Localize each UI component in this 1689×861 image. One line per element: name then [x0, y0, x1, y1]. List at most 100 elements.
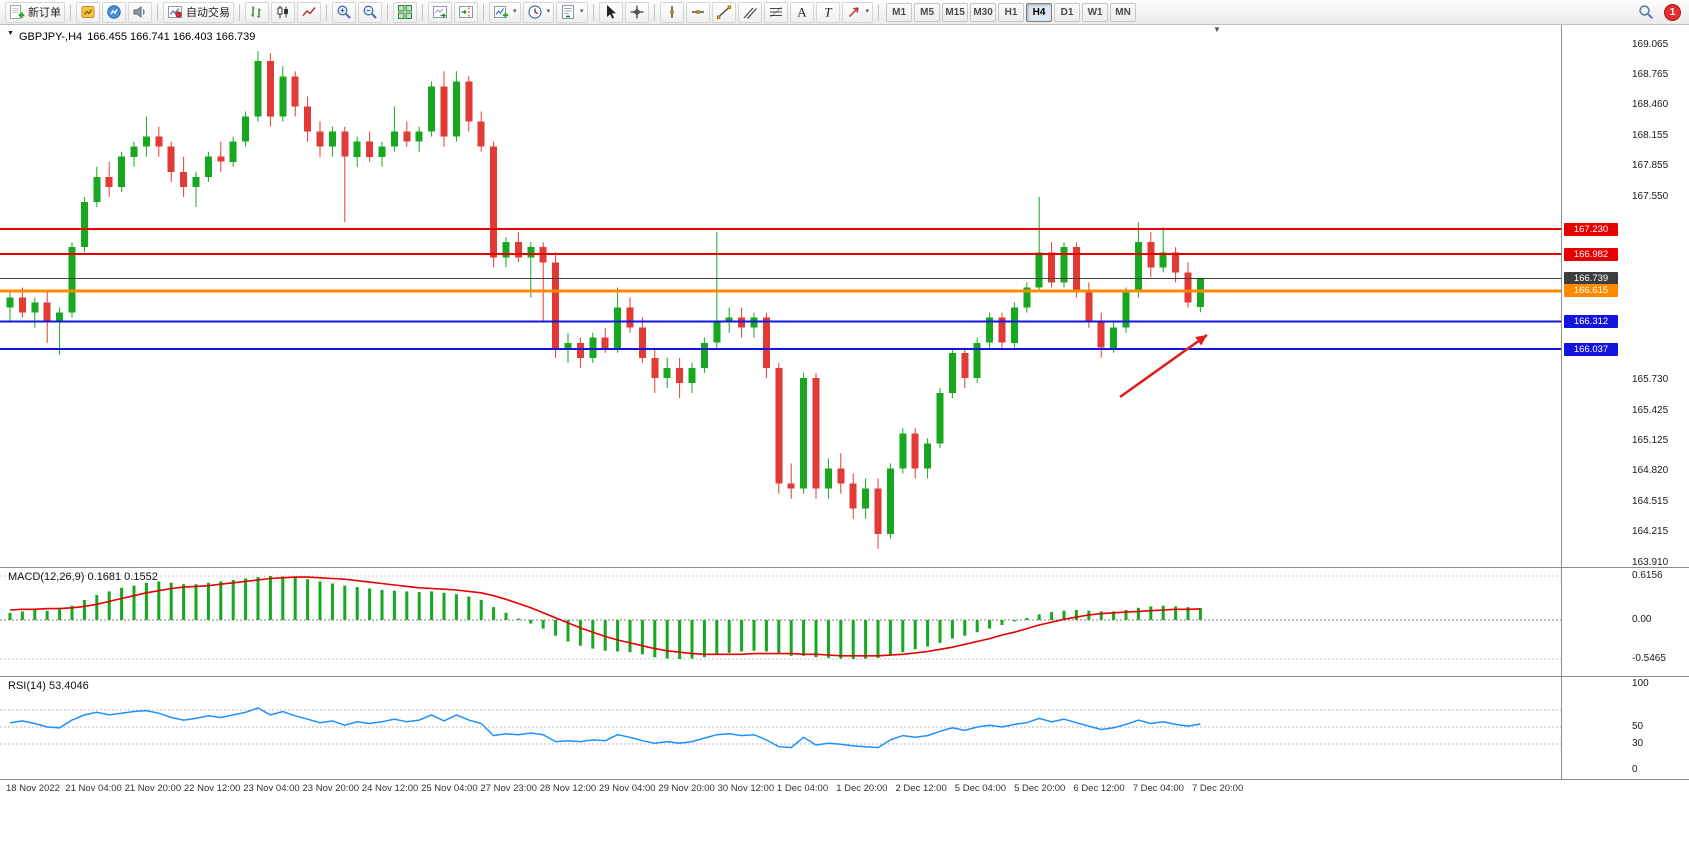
- periods-button[interactable]: ▾: [522, 1, 555, 23]
- candle-body: [1097, 322, 1105, 348]
- chart-shift-icon: [458, 4, 474, 20]
- candle-body: [651, 357, 659, 378]
- candle-body: [428, 86, 436, 132]
- timeframe-d1-button[interactable]: D1: [1054, 2, 1081, 22]
- time-axis-label: 21 Nov 04:00: [65, 783, 122, 794]
- text-button[interactable]: A: [789, 1, 814, 23]
- timeframe-h1-button[interactable]: H1: [998, 2, 1025, 22]
- candle-body: [1060, 247, 1068, 283]
- line-chart-button[interactable]: [297, 1, 321, 23]
- zoom-out-icon: [362, 4, 378, 20]
- candle-body: [998, 317, 1006, 343]
- market-watch-button[interactable]: [76, 1, 100, 23]
- auto-trading-button[interactable]: 自动交易: [163, 1, 234, 23]
- channel-button[interactable]: [737, 1, 762, 23]
- zoom-in-button[interactable]: [332, 1, 356, 23]
- auto-scroll-button[interactable]: [428, 1, 452, 23]
- candle-body: [787, 483, 795, 489]
- candle-body: [663, 367, 671, 378]
- chart-shift-button[interactable]: [454, 1, 478, 23]
- candle-body: [204, 156, 212, 177]
- candle-body: [601, 337, 609, 348]
- timeframe-m30-button[interactable]: M30: [970, 2, 997, 22]
- candle-body: [390, 131, 398, 147]
- rsi-axis-label: 0: [1632, 763, 1638, 775]
- candle-body: [1010, 307, 1018, 343]
- rsi-axis-label: 30: [1632, 738, 1644, 750]
- timeframe-m1-button[interactable]: M1: [886, 2, 913, 22]
- bar-chart-button[interactable]: [245, 1, 269, 23]
- candle-body: [490, 146, 498, 258]
- clock-icon: [527, 4, 543, 20]
- candle-body: [1159, 252, 1167, 268]
- toolbar-separator: [483, 3, 484, 21]
- fibonacci-button[interactable]: [763, 1, 788, 23]
- auto-trading-icon: [167, 4, 183, 20]
- chart-shift-marker[interactable]: ▼: [1213, 25, 1221, 34]
- timeframe-m15-button[interactable]: M15: [942, 2, 969, 22]
- chart-title: GBPJPY-,H4 166.455 166.741 166.403 166.73…: [19, 31, 260, 43]
- notification-badge[interactable]: 1: [1664, 3, 1681, 21]
- horizontal-line-button[interactable]: [685, 1, 710, 23]
- timeframe-w1-button[interactable]: W1: [1082, 2, 1109, 22]
- candlestick-icon: [275, 4, 291, 20]
- candle-body: [316, 131, 324, 147]
- price-axis-label: 165.425: [1632, 404, 1669, 416]
- candle-body: [899, 433, 907, 469]
- zoom-out-button[interactable]: [358, 1, 382, 23]
- news-button[interactable]: [128, 1, 152, 23]
- cursor-icon: [603, 4, 619, 20]
- candle-body: [725, 317, 733, 323]
- timeframe-h4-button[interactable]: H4: [1026, 2, 1053, 22]
- search-button[interactable]: [1634, 2, 1658, 23]
- trendline-button[interactable]: [711, 1, 736, 23]
- templates-button[interactable]: ▾: [556, 1, 588, 23]
- time-axis-label: 21 Nov 20:00: [124, 783, 182, 794]
- candle-body: [1122, 292, 1130, 328]
- text-label-button[interactable]: T: [815, 1, 840, 23]
- price-axis-label: 169.065: [1632, 38, 1669, 50]
- svg-text:T: T: [824, 5, 832, 20]
- template-icon: [560, 4, 576, 20]
- candle-body: [291, 76, 299, 107]
- vertical-line-icon: [664, 4, 680, 20]
- timeframe-mn-button[interactable]: MN: [1110, 2, 1137, 22]
- candle-body: [1196, 278, 1204, 308]
- candle-body: [403, 131, 411, 142]
- candle-body: [986, 317, 994, 343]
- candlestick-chart-button[interactable]: [271, 1, 295, 23]
- price-line-badge: 167.230: [1564, 222, 1618, 236]
- tile-windows-icon: [397, 4, 413, 20]
- indicators-icon: [493, 4, 509, 20]
- signals-button[interactable]: [102, 1, 126, 23]
- price-line-badge: 166.615: [1564, 284, 1618, 298]
- arrows-button[interactable]: ▾: [841, 1, 874, 23]
- one-click-trading-toggle[interactable]: ▼: [7, 30, 14, 37]
- cursor-button[interactable]: [598, 1, 623, 23]
- candle-body: [713, 322, 721, 343]
- candle-body: [31, 302, 39, 313]
- candle-body: [229, 141, 237, 162]
- toolbar-separator: [387, 3, 388, 21]
- time-axis-label: 24 Nov 12:00: [361, 783, 419, 794]
- chevron-down-icon: ▾: [865, 8, 870, 15]
- vertical-line-button[interactable]: [659, 1, 684, 23]
- candle-body: [328, 131, 336, 147]
- toolbar-separator: [653, 3, 655, 21]
- candle-body: [415, 131, 423, 142]
- candle-body: [874, 488, 882, 534]
- candle-body: [1110, 327, 1118, 348]
- candle-body: [1085, 292, 1093, 323]
- candle-body: [266, 61, 274, 117]
- candle-body: [1072, 247, 1080, 293]
- crosshair-button[interactable]: [624, 1, 649, 23]
- tile-windows-button[interactable]: [393, 1, 417, 23]
- signals-icon: [106, 4, 122, 20]
- new-order-button[interactable]: 新订单: [5, 1, 65, 23]
- indicators-button[interactable]: ▾: [489, 1, 521, 23]
- candle-body: [688, 367, 696, 383]
- timeframe-m5-button[interactable]: M5: [914, 2, 941, 22]
- chart-symbol-period: GBPJPY-,H4: [19, 31, 83, 43]
